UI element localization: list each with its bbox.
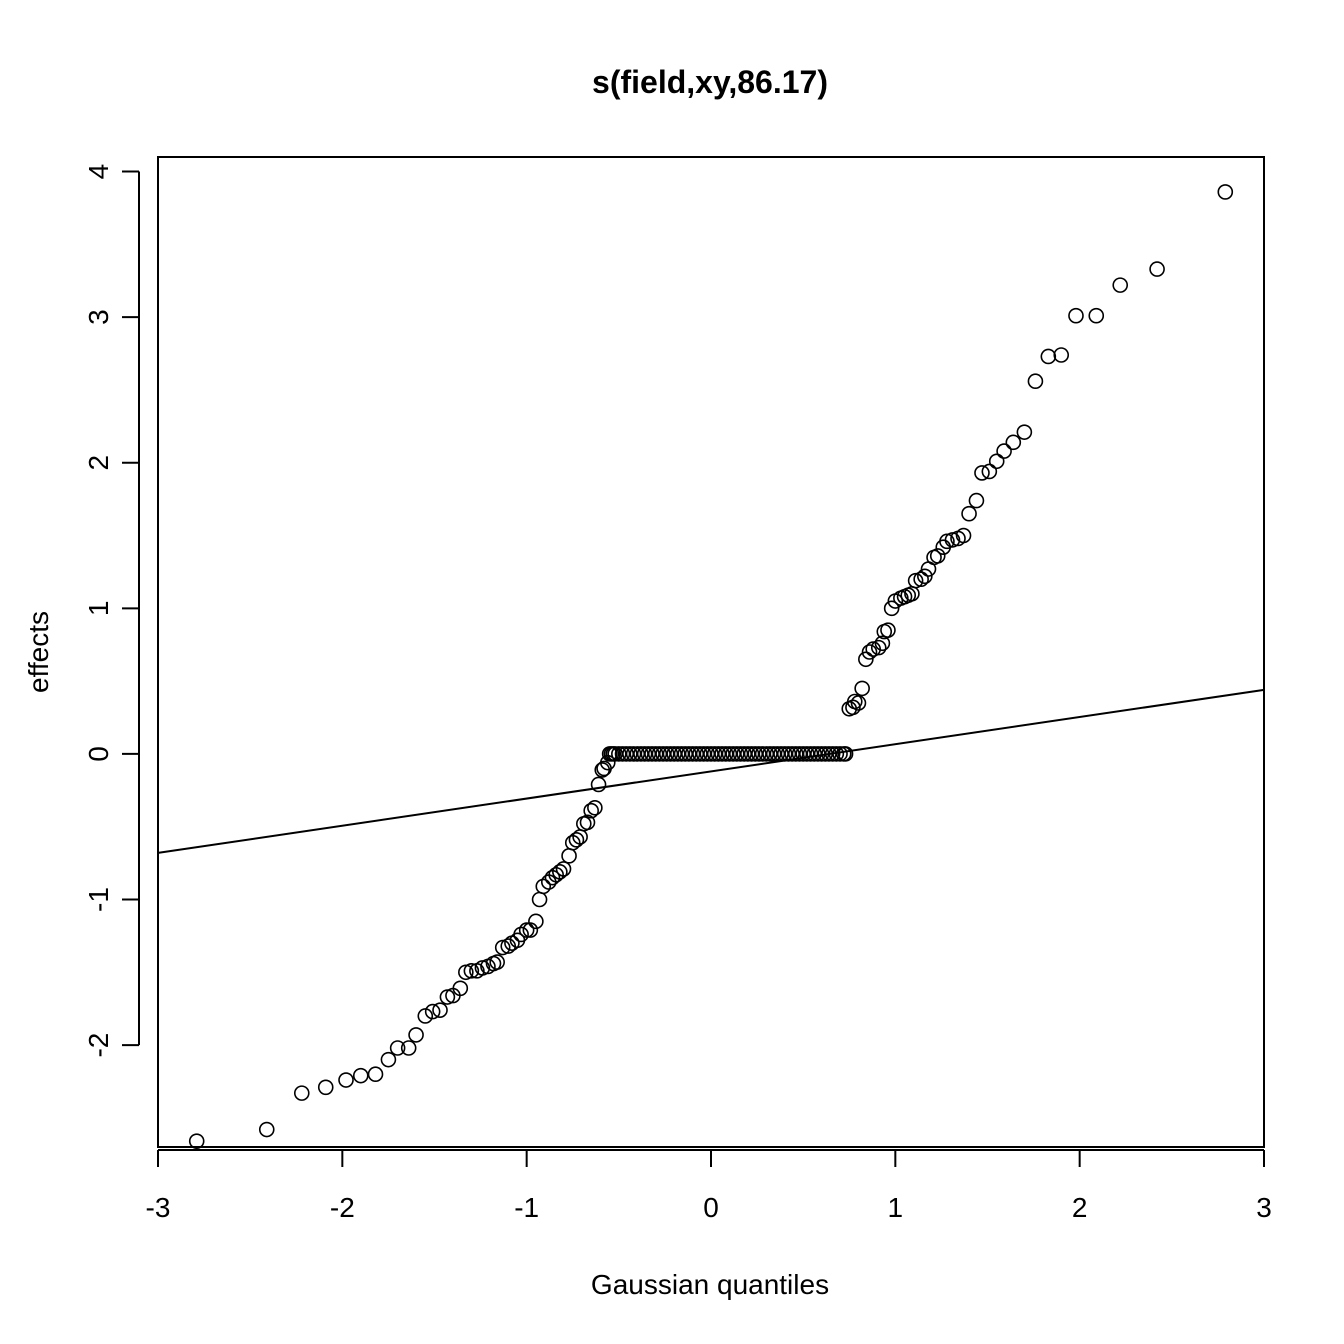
data-point (458, 964, 474, 981)
data-point (352, 1067, 369, 1084)
data-point (837, 746, 854, 762)
data-point (861, 644, 878, 660)
y-tick-label: -2 (83, 1033, 114, 1058)
y-tick-label: 2 (83, 455, 114, 471)
data-point (380, 1051, 397, 1068)
data-point (590, 776, 607, 793)
data-point (1005, 434, 1022, 451)
data-point (293, 1085, 310, 1101)
data-point (1112, 277, 1129, 293)
data-point (824, 746, 841, 762)
chart-title: s(field,xy,86.17) (592, 64, 828, 100)
data-point (996, 443, 1012, 459)
data-point (408, 1027, 424, 1043)
reference-line (157, 688, 1265, 854)
data-point (474, 960, 491, 976)
data-point (955, 527, 972, 544)
x-tick-label: -3 (146, 1192, 171, 1223)
data-point (528, 913, 544, 930)
data-point (981, 463, 998, 480)
data-point (883, 600, 900, 617)
data-point (854, 680, 870, 697)
data-point (489, 954, 505, 970)
y-tick-label: -1 (83, 887, 114, 912)
data-point (552, 864, 568, 880)
data-point (1217, 184, 1234, 200)
data-point (452, 980, 469, 997)
data-point (432, 1002, 448, 1018)
data-point (579, 814, 596, 831)
data-point (858, 651, 874, 668)
data-point (439, 989, 456, 1005)
data-point (417, 1008, 434, 1024)
data-point (1053, 347, 1070, 363)
data-point (1149, 261, 1165, 277)
data-point (587, 799, 603, 816)
x-tick-label: -1 (514, 1192, 539, 1223)
data-point (1040, 348, 1057, 365)
data-point (518, 922, 535, 938)
data-point (494, 939, 511, 956)
data-point (535, 878, 552, 895)
data-point (850, 695, 867, 711)
y-tick-label: 1 (83, 601, 114, 617)
data-point (424, 1003, 441, 1020)
plot-frame (157, 156, 1265, 1148)
data-point (907, 572, 924, 589)
data-points (188, 184, 1234, 1149)
data-point (1027, 373, 1044, 390)
data-point (968, 492, 985, 509)
x-tick-label: -2 (330, 1192, 355, 1223)
data-point (939, 533, 955, 550)
data-point (513, 926, 529, 943)
data-point (944, 532, 961, 548)
x-axis: -3 -2 -1 0 1 2 3 (146, 1149, 1272, 1223)
data-point (1068, 307, 1084, 324)
data-point (568, 832, 585, 848)
x-tick-label: 2 (1072, 1192, 1088, 1223)
data-point (828, 746, 845, 762)
data-point (929, 548, 946, 564)
data-point (974, 465, 990, 481)
data-point (389, 1040, 406, 1056)
x-tick-label: 0 (703, 1192, 719, 1223)
data-point (832, 746, 848, 762)
y-tick-label: 3 (83, 309, 114, 325)
y-tick-label: 4 (83, 164, 114, 180)
data-point (583, 802, 599, 819)
data-point (917, 568, 933, 585)
data-point (988, 453, 1005, 470)
data-point (555, 861, 572, 877)
data-point (870, 639, 887, 656)
data-point (1016, 424, 1033, 440)
data-point (1088, 307, 1105, 324)
y-axis: -2 -1 0 1 2 3 4 (83, 164, 140, 1058)
data-point (400, 1040, 417, 1056)
data-point (561, 848, 577, 864)
data-point (880, 622, 896, 638)
x-axis-label: Gaussian quantiles (591, 1269, 829, 1300)
x-tick-label: 3 (1256, 1192, 1272, 1223)
data-point (522, 922, 539, 938)
x-tick-label: 1 (888, 1192, 904, 1223)
data-point (874, 635, 891, 652)
data-point (188, 1133, 205, 1149)
data-point (463, 963, 480, 979)
data-point (258, 1121, 275, 1138)
data-point (338, 1072, 354, 1088)
data-point (913, 571, 929, 588)
data-point (317, 1079, 334, 1096)
data-point (531, 891, 548, 908)
data-point (961, 505, 977, 522)
y-tick-label: 0 (83, 746, 114, 762)
y-axis-label: effects (23, 611, 54, 693)
data-point (367, 1066, 384, 1083)
